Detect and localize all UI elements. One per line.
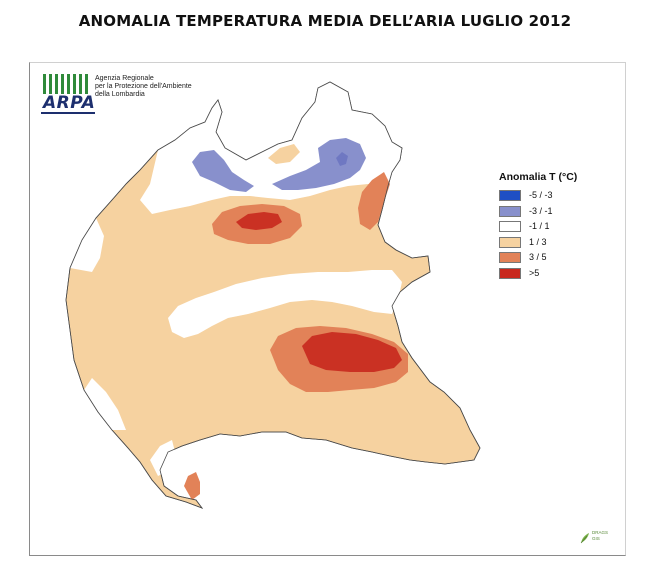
zone-white-southwest [84,378,126,430]
legend-label: -3 / -1 [529,205,553,216]
zone-hot-south-tip [184,472,200,500]
arpa-logo: ARPA Agenzia Regionale per la Protezione… [41,74,201,114]
credit-line-2: GIS [592,536,600,541]
zone-white-middle [168,270,402,338]
agency-line-2: per la Protezione dell'Ambiente [95,83,192,90]
logo-agency-text: Agenzia Regionale per la Protezione dell… [95,75,205,99]
region-border [65,81,481,509]
legend-item: 1 / 3 [499,236,609,252]
legend-label: 1 / 3 [529,236,547,247]
legend-swatch [499,267,521,279]
legend-label: >5 [529,267,540,278]
legend-item: 3 / 5 [499,251,609,267]
credit-line-1: DRAGS [592,530,609,535]
credit-logo: DRAGS GIS [580,530,610,552]
zone-very-hot-south [302,332,402,372]
legend-swatch [499,221,521,232]
logo-underline [41,112,95,114]
legend-label: -1 / 1 [529,221,550,231]
zone-very-hot-north [236,212,282,230]
zone-cold-core [336,152,348,166]
credit-text: DRAGS GIS [592,530,608,542]
legend-label: 3 / 5 [529,252,547,262]
legend-label: -5 / -3 [529,190,553,200]
logo-bars-icon [41,74,93,96]
zone-white-west [70,218,104,272]
zone-cold-east [272,138,366,190]
logo-name: ARPA [43,93,96,113]
map-title: ANOMALIA TEMPERATURA MEDIA DELL’ARIA LUG… [78,12,572,30]
legend-item: -3 / -1 [499,205,609,221]
legend-item: -5 / -3 [499,189,609,205]
legend-swatch [499,205,521,217]
agency-line-3: della Lombardia [95,91,145,98]
legend-swatch [499,236,521,248]
agency-line-1: Agenzia Regionale [95,75,154,82]
legend-title: Anomalia T (°C) [499,171,578,183]
zone-hot-east [358,172,390,230]
legend-swatch [499,190,521,201]
zone-cold-west [192,150,254,192]
legend-swatch [499,252,521,263]
leaf-icon [580,533,589,544]
legend-item: >5 [499,267,609,283]
legend: Anomalia T (°C) -5 / -3 -3 / -1 -1 / 1 1… [499,171,609,282]
zone-white-south [150,440,176,476]
legend-item: -1 / 1 [499,220,609,236]
zone-warm-north-patch [268,144,300,164]
